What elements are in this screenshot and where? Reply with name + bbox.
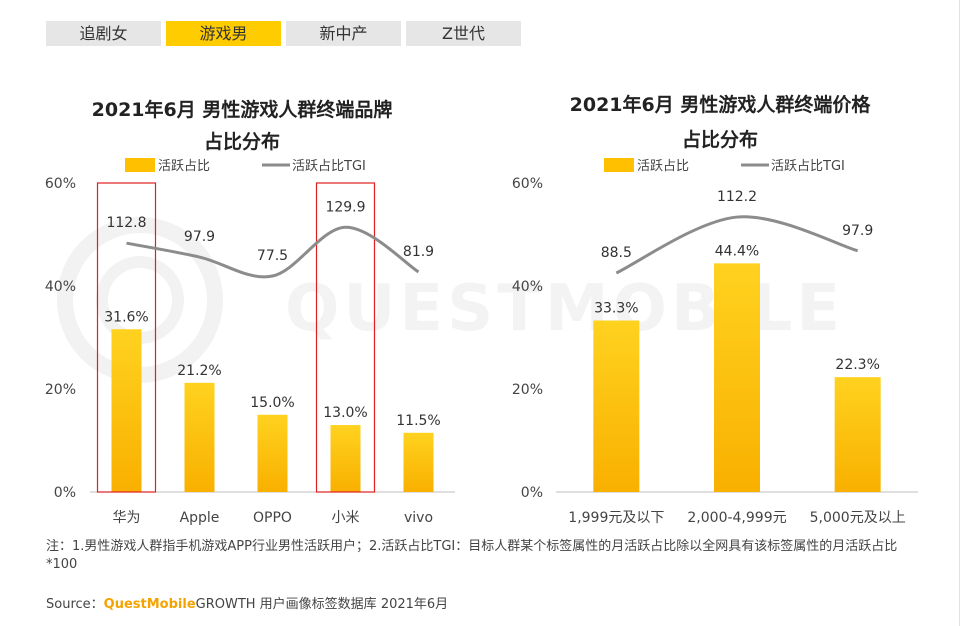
tab-gen-z[interactable]: Z世代 (406, 21, 521, 46)
source-suffix: GROWTH 用户画像标签数据库 2021年6月 (195, 597, 449, 612)
tab-gaming-men[interactable]: 游戏男 (166, 21, 281, 46)
tab-drama-women[interactable]: 追剧女 (46, 21, 161, 46)
source-line: Source：QuestMobileGROWTH 用户画像标签数据库 2021年… (46, 593, 448, 612)
footnote: 注：1.男性游戏人群指手机游戏APP行业男性活跃用户；2.活跃占比TGI：目标人… (46, 539, 898, 572)
tab-new-middle-class[interactable]: 新中产 (286, 21, 401, 46)
source-brand: QuestMobile (103, 597, 196, 612)
source-prefix: Source： (46, 597, 104, 612)
